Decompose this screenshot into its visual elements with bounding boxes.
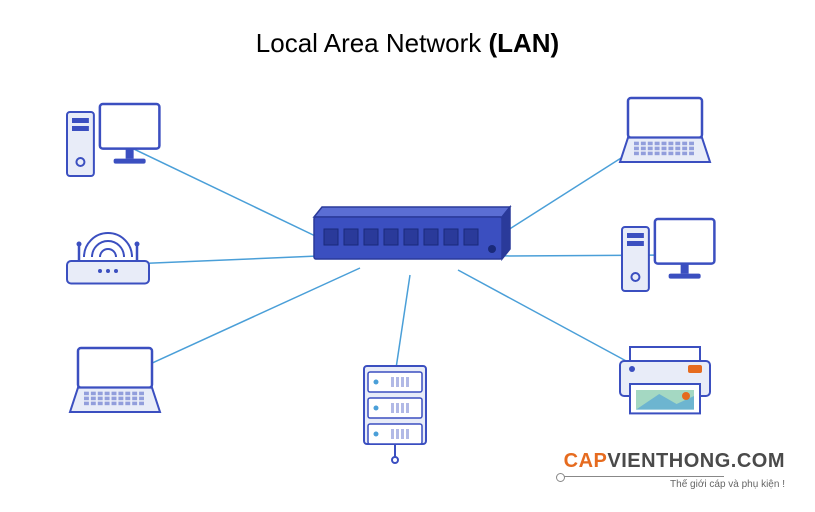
desktop-2-icon xyxy=(622,219,714,291)
router-icon xyxy=(67,233,149,284)
logo-underline xyxy=(564,476,724,477)
laptop-1-icon xyxy=(70,348,160,412)
logo-tagline: Thế giới cáp và phụ kiện ! xyxy=(564,479,785,490)
logo-cap: CAP xyxy=(564,450,608,472)
server-icon xyxy=(364,366,426,463)
laptop-2-icon xyxy=(620,98,710,162)
logo-text: CAPVIENTHONG.COM xyxy=(564,450,785,473)
desktop-1-icon xyxy=(67,104,159,176)
brand-logo: CAPVIENTHONG.COM Thế giới cáp và phụ kiệ… xyxy=(564,450,785,490)
switch-hub xyxy=(314,207,510,259)
network-canvas xyxy=(0,0,815,512)
printer-icon xyxy=(620,347,710,413)
device-icons xyxy=(67,98,714,463)
logo-rest: VIENTHONG.COM xyxy=(607,450,785,472)
